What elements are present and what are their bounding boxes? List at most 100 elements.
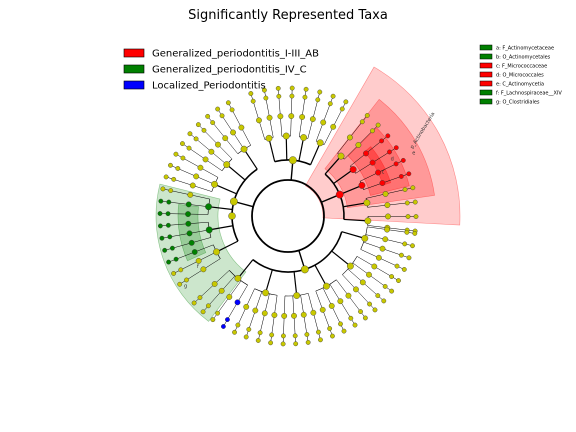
clade-label: e: [412, 151, 415, 157]
branch-edge: [322, 103, 331, 123]
branch-edge: [336, 279, 349, 296]
tree-node: [379, 245, 386, 252]
branch-edge: [221, 115, 234, 133]
leaf-node: [243, 334, 249, 340]
clade-label: d: [391, 157, 394, 163]
tree-node: [234, 299, 241, 306]
tree-node: [382, 191, 389, 197]
branch-edge: [283, 295, 286, 316]
branch-edge: [265, 98, 270, 118]
leaf-node: [275, 85, 281, 91]
branch-edge: [170, 190, 191, 196]
tree-node: [185, 201, 192, 208]
branch-edge: [352, 262, 370, 275]
branch-edge: [168, 223, 189, 226]
tree-node: [211, 180, 218, 188]
leaf-node: [375, 122, 381, 128]
tree-node: [215, 141, 221, 148]
branch-edge: [290, 116, 292, 137]
tree-node: [186, 230, 193, 237]
group-legend-swatch: [123, 48, 145, 58]
tree-node: [235, 322, 241, 328]
tree-node: [223, 161, 231, 168]
leaf-node: [225, 100, 231, 106]
branch-edge: [343, 202, 368, 208]
branch-edge: [225, 138, 238, 154]
tree-node: [300, 134, 308, 141]
clade-label: f: [197, 264, 199, 270]
leaf-node: [381, 298, 387, 304]
leaf-node: [157, 211, 163, 216]
tree-node: [167, 234, 173, 240]
tree-node: [367, 301, 372, 307]
branch-edge: [356, 256, 375, 267]
tree-node: [320, 119, 327, 126]
leaf-node: [410, 185, 416, 191]
branch-edge: [214, 270, 230, 285]
tree-node: [193, 136, 199, 142]
branch-edge: [209, 225, 233, 231]
branch-edge: [377, 163, 397, 173]
tree-node: [375, 293, 381, 299]
branch-edge: [258, 120, 266, 140]
branch-edge: [331, 250, 351, 267]
tree-node: [246, 327, 252, 332]
branch-edge: [283, 315, 285, 336]
tree-node: [349, 166, 357, 173]
branch-edge: [203, 258, 221, 270]
branch-edge: [382, 176, 402, 184]
tree-node: [230, 129, 236, 136]
branch-edge: [329, 284, 341, 302]
leaf-node: [317, 89, 323, 95]
branch-edge: [214, 183, 237, 195]
branch-edge: [175, 251, 195, 260]
branch-edge: [172, 242, 192, 249]
tree-node: [195, 257, 202, 264]
branch-edge: [268, 138, 276, 162]
branch-edge: [259, 313, 266, 333]
tree-node: [353, 286, 359, 293]
leaf-node: [293, 341, 299, 347]
branch-edge: [291, 96, 293, 117]
branch-edge: [229, 280, 242, 298]
branch-edge: [299, 116, 303, 137]
branch-edge: [348, 295, 361, 312]
tree-node: [316, 139, 324, 147]
branch-edge: [208, 206, 233, 211]
tree-node: [277, 113, 284, 120]
group-legend-label: Localized_Periodontitis: [152, 81, 266, 92]
group-legend-label: Generalized_periodontitis_I-III_AB: [152, 49, 319, 60]
tree-node: [405, 214, 411, 219]
branch-edge: [350, 153, 367, 167]
leaf-node: [200, 309, 206, 315]
leaf-node: [330, 93, 336, 99]
tree-node: [292, 333, 298, 339]
tree-node: [266, 114, 273, 121]
tree-node: [327, 326, 333, 331]
branch-edge: [264, 293, 270, 314]
branch-edge: [337, 137, 351, 154]
leaf-node: [157, 223, 163, 229]
group-legend-swatch: [123, 80, 145, 90]
tree-node: [178, 267, 184, 273]
tree-node: [200, 266, 207, 273]
branch-edge: [323, 126, 334, 145]
leaf-node: [303, 86, 309, 92]
taxa-legend-label: b: O_Actinomycetales: [496, 55, 551, 61]
tree-node: [169, 245, 175, 251]
leaf-node: [389, 288, 395, 294]
branch-edge: [217, 144, 233, 160]
tree-node: [369, 159, 376, 166]
tree-node: [238, 124, 245, 131]
branch-edge: [280, 116, 283, 137]
leaf-node: [215, 106, 221, 112]
branch-edge: [186, 269, 204, 281]
taxa-legend-label: e: C_Actinomycetia: [496, 82, 544, 88]
tree-node: [205, 203, 212, 211]
leaf-node: [400, 157, 406, 163]
tree-node: [310, 309, 317, 316]
branch-edge: [216, 240, 239, 253]
taxa-legend-label: f: F_Lachnospiraceae__XIV: [496, 91, 562, 97]
tree-edges: [160, 88, 416, 344]
